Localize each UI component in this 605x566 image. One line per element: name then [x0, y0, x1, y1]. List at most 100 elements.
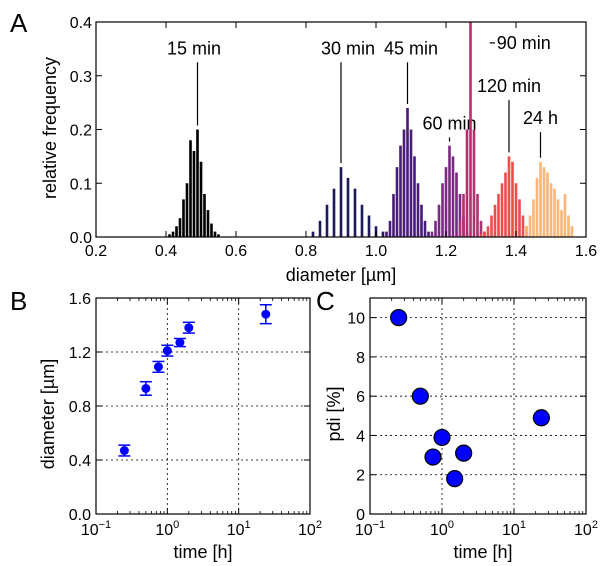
x-tick-label: 0.4: [155, 243, 177, 260]
panel-c-ylabel: pdi [%]: [324, 386, 344, 441]
histogram-bar: [472, 129, 476, 237]
x-tick-label: 1.6: [575, 243, 597, 260]
panel-c-xlabel: time [h]: [453, 542, 512, 562]
histogram-bar: [518, 199, 521, 237]
histogram-bar: [469, 22, 472, 237]
series-label: 30 min: [321, 38, 375, 58]
y-tick-label: 1.2: [69, 345, 91, 362]
histogram-bar: [549, 183, 553, 237]
x-tick-exponent: 0: [173, 519, 179, 531]
histogram-bar: [318, 220, 322, 237]
y-tick-label: 0.1: [70, 176, 92, 193]
histogram-bar: [486, 226, 490, 237]
histogram-bar: [206, 210, 210, 237]
data-point: [175, 338, 185, 348]
histogram-bar: [560, 210, 563, 237]
histogram-bar: [192, 151, 196, 237]
histogram-bar: [182, 199, 185, 237]
panel-b-ylabel: diameter [µm]: [38, 359, 58, 469]
histogram-bar: [451, 156, 455, 237]
histogram-bar: [210, 223, 213, 237]
x-tick-base: 10: [574, 522, 592, 539]
series-0: 15 min: [167, 38, 221, 237]
x-tick-base: 10: [430, 522, 448, 539]
histogram-bar: [175, 226, 178, 237]
series-label: 90 min: [497, 33, 551, 53]
histogram-bar: [399, 145, 402, 237]
histogram-bar: [385, 231, 388, 237]
histogram-bar: [409, 129, 413, 237]
histogram-bar: [542, 167, 546, 237]
histogram-bar: [427, 231, 430, 237]
data-point: [532, 409, 550, 427]
x-tick-base: 10: [155, 522, 173, 539]
histogram-bar: [479, 220, 483, 237]
histogram-bar: [514, 183, 518, 237]
x-tick-label: 100: [155, 519, 179, 539]
series-6: 24 h: [523, 108, 574, 237]
histogram-bar: [168, 234, 171, 237]
data-point: [455, 444, 473, 462]
histogram-bar: [441, 183, 444, 237]
data-point: [390, 309, 408, 327]
histogram-bar: [511, 161, 514, 237]
histogram-bar: [203, 194, 206, 237]
histogram-bar: [553, 188, 556, 237]
data-point: [261, 309, 271, 319]
data-point: [184, 323, 194, 333]
histogram-bar: [458, 220, 462, 237]
data-point: [446, 470, 464, 488]
histogram-bar: [479, 234, 483, 237]
histogram-bar: [360, 204, 364, 237]
histogram-bar: [455, 172, 458, 237]
histogram-bar: [525, 226, 528, 237]
data-point: [141, 383, 151, 393]
x-tick-exponent: 2: [316, 519, 322, 531]
histogram-bar: [325, 204, 329, 237]
x-tick-label: 102: [298, 519, 322, 539]
x-tick-label: 101: [227, 519, 251, 539]
x-tick-exponent: −1: [99, 519, 112, 531]
y-tick-label: 0.3: [70, 69, 92, 86]
histogram-bar: [434, 220, 437, 237]
histogram-bar: [413, 156, 416, 237]
x-tick-label: 0.2: [85, 243, 107, 260]
histogram-bar: [448, 145, 451, 237]
x-tick-base: 10: [355, 522, 373, 539]
panel-a-xlabel: diameter [µm]: [286, 265, 396, 285]
histogram-bar: [171, 231, 175, 237]
data-point: [424, 448, 442, 466]
series-2: 45 min: [384, 38, 438, 237]
data-point: [411, 387, 429, 405]
y-tick-label: 6: [356, 389, 365, 406]
x-tick-label: 0.8: [295, 243, 317, 260]
series-label: 120 min: [477, 76, 541, 96]
data-point: [153, 362, 163, 372]
series-3: 60 min: [422, 114, 477, 237]
data-point: [433, 428, 451, 447]
histogram-bar: [388, 220, 392, 237]
histogram-bar: [423, 220, 427, 237]
x-tick-exponent: 1: [520, 519, 526, 531]
x-tick-label: 1.4: [505, 243, 527, 260]
histogram-bar: [178, 218, 182, 237]
panel-frame: [369, 297, 587, 515]
histogram-bar: [458, 194, 462, 237]
histogram-bar: [563, 194, 567, 237]
histogram-bar: [570, 226, 574, 237]
histogram-bar: [311, 231, 315, 237]
histogram-bar: [528, 215, 532, 237]
histogram-bar: [339, 167, 343, 237]
series-label: 45 min: [384, 38, 438, 58]
histogram-bar: [521, 215, 525, 237]
series-label: 60 min: [422, 114, 476, 134]
histogram-bar: [353, 188, 357, 237]
x-tick-label: 102: [574, 519, 598, 539]
histogram-bar: [532, 199, 535, 237]
x-tick-exponent: −1: [373, 519, 386, 531]
series-label: 15 min: [167, 38, 221, 58]
x-tick-label: 0.6: [225, 243, 247, 260]
x-tick-label: 1.0: [365, 243, 387, 260]
